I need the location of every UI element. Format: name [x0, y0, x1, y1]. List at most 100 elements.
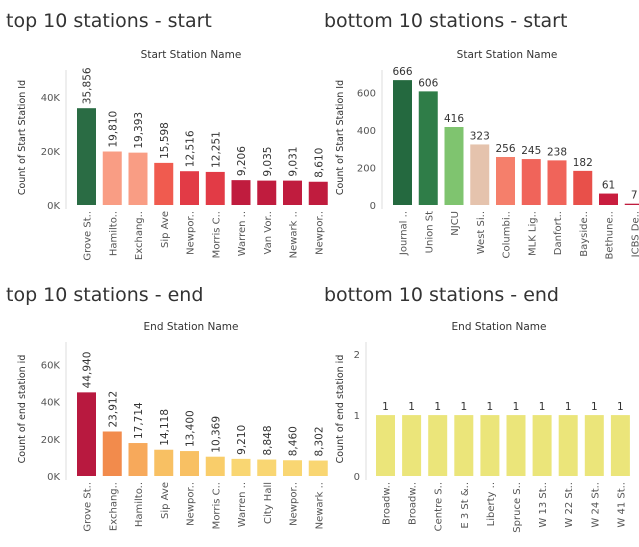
y-tick-label: 20K: [41, 147, 61, 158]
x-tick-label: Sip Ave: [160, 211, 171, 248]
x-tick-label: Broadw..: [408, 482, 419, 525]
data-label: 61: [602, 180, 615, 192]
data-label: 35,856: [82, 67, 94, 104]
data-label: 10,369: [210, 416, 222, 453]
bar: [376, 415, 395, 476]
y-tick-label: 0: [354, 472, 360, 483]
x-tick-label: Liberty ..: [486, 482, 497, 526]
bar: [308, 181, 328, 205]
x-tick-label: Spruce S..: [512, 482, 523, 533]
data-label: 8,848: [262, 425, 274, 455]
data-label: 238: [547, 146, 567, 158]
bar: [558, 415, 578, 476]
y-tick-label: 40K: [41, 93, 61, 104]
x-tick-label: W 22 St..: [564, 482, 575, 528]
data-label: 13,400: [185, 410, 197, 447]
y-tick-label: 40K: [41, 398, 61, 409]
bar: [205, 171, 225, 205]
bar: [128, 443, 148, 476]
bar: [154, 162, 174, 205]
bar: [154, 449, 174, 476]
bar: [283, 180, 302, 205]
x-tick-label: Hamilto..: [108, 211, 119, 256]
data-label: 7: [631, 190, 638, 202]
x-tick-label: Morris C..: [211, 482, 222, 529]
bar: [624, 203, 639, 205]
data-label: 666: [392, 66, 412, 78]
bar: [547, 160, 567, 205]
data-label: 44,940: [82, 352, 94, 389]
bar: [77, 392, 96, 476]
chart-title: top 10 stations - start: [6, 10, 212, 32]
y-axis-label: Count of end station id: [335, 355, 346, 464]
x-tick-label: Van Vor..: [263, 211, 274, 254]
bar: [444, 127, 464, 205]
data-label: 182: [573, 157, 593, 169]
data-label: 8,460: [288, 426, 300, 456]
x-tick-label: Newpor..: [314, 211, 325, 255]
bar: [521, 159, 541, 205]
bar: [584, 415, 604, 476]
data-label: 256: [495, 143, 515, 155]
x-tick-label: Sip Ave: [160, 482, 171, 519]
bar: [480, 415, 500, 476]
bar: [573, 170, 593, 205]
chart-title: bottom 10 stations - end: [324, 284, 559, 306]
x-tick-label: Centre S..: [434, 482, 445, 531]
x-tick-label: Journal ..: [399, 211, 410, 256]
y-tick-label: 0K: [47, 472, 60, 483]
y-tick-label: 0K: [47, 201, 60, 212]
bar: [102, 151, 122, 205]
bar: [428, 415, 448, 476]
chart-title: top 10 stations - end: [6, 284, 203, 306]
bar: [231, 180, 251, 205]
bar: [454, 415, 474, 476]
data-label: 1: [539, 401, 546, 413]
bar: [180, 171, 199, 205]
x-tick-label: W 13 St..: [538, 482, 549, 528]
bar: [393, 80, 412, 205]
data-label: 1: [460, 401, 467, 413]
bar: [532, 415, 552, 476]
bar: [599, 193, 618, 205]
data-label: 9,035: [262, 147, 274, 177]
x-tick-label: Newpor..: [289, 482, 300, 526]
chart-subtitle: End Station Name: [144, 321, 239, 333]
data-label: 9,031: [288, 147, 300, 177]
data-label: 1: [382, 401, 389, 413]
data-label: 416: [444, 113, 464, 125]
data-label: 1: [591, 401, 598, 413]
data-label: 12,516: [185, 130, 197, 167]
data-label: 1: [408, 401, 415, 413]
data-label: 9,206: [236, 146, 248, 176]
x-tick-label: Grove St..: [83, 211, 94, 261]
x-tick-label: Newpor..: [186, 482, 197, 526]
bar: [506, 415, 526, 476]
x-tick-label: Union St: [424, 211, 435, 253]
data-label: 8,610: [313, 148, 325, 178]
x-tick-label: NJCU: [450, 211, 461, 236]
y-axis-label: Count of Start Station Id: [335, 80, 346, 195]
data-label: 323: [470, 130, 490, 142]
chart-subtitle: Start Station Name: [141, 49, 242, 61]
data-label: 15,598: [159, 122, 171, 159]
x-tick-label: Newark ..: [289, 211, 300, 258]
x-tick-label: Columbi..: [502, 211, 513, 258]
bar: [102, 431, 122, 476]
data-label: 1: [617, 401, 624, 413]
x-tick-label: Grove St..: [83, 482, 94, 532]
x-tick-label: Hamilto..: [134, 482, 145, 527]
data-label: 1: [434, 401, 441, 413]
y-tick-label: 2: [354, 350, 360, 361]
y-axis-label: Count of end station id: [17, 355, 28, 464]
bar: [418, 91, 438, 205]
x-tick-label: Morris C..: [211, 211, 222, 258]
y-tick-label: 1: [354, 411, 360, 422]
y-tick-label: 60K: [41, 360, 61, 371]
x-tick-label: W 24 St..: [590, 482, 601, 528]
y-tick-label: 400: [357, 126, 376, 137]
x-tick-label: City Hall: [263, 482, 274, 524]
data-label: 1: [487, 401, 494, 413]
x-tick-label: Warren ..: [237, 482, 248, 527]
